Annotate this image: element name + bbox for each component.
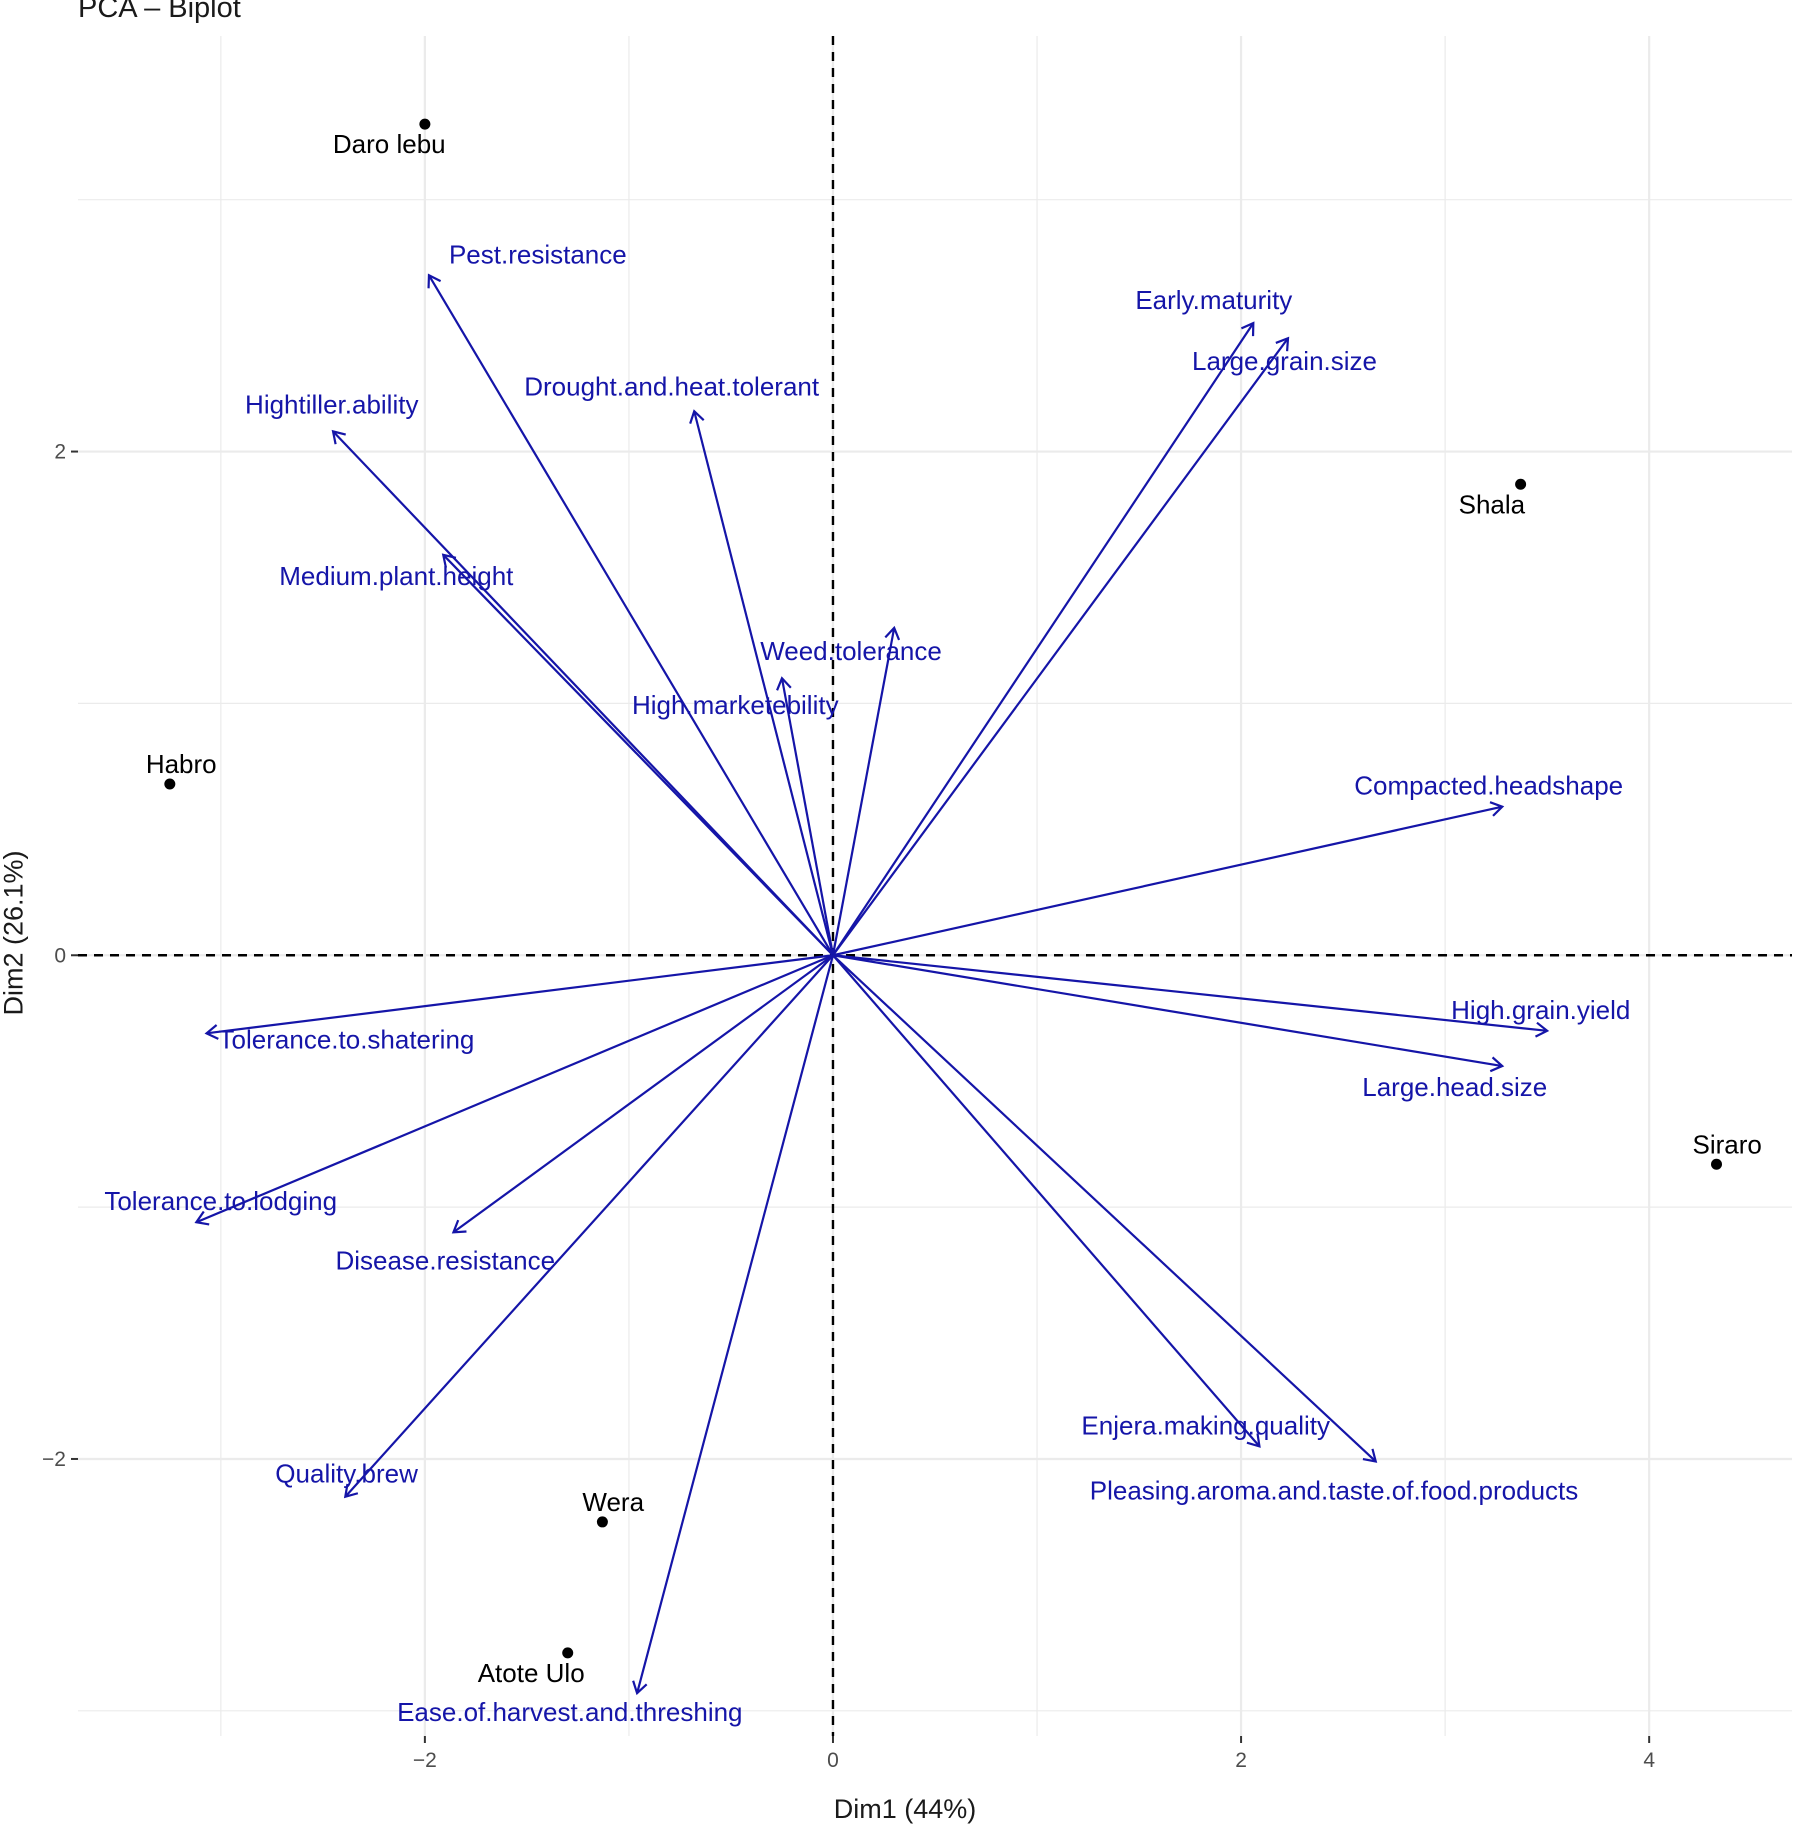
variable-arrow-early-maturity	[832, 321, 1255, 956]
variable-arrow-quality-brew	[343, 954, 834, 1499]
individual-label-shala: Shala	[1459, 489, 1526, 519]
variable-arrow-tolerance-to-lodging	[194, 954, 834, 1226]
variable-arrow-high-grain-yield	[832, 954, 1550, 1038]
variable-arrow-disease-resistance	[451, 954, 834, 1234]
reference-lines	[78, 36, 1792, 1736]
variable-label-enjera-making-quality: Enjera.making.quality	[1081, 1410, 1330, 1440]
variable-label-disease-resistance: Disease.resistance	[335, 1245, 555, 1275]
individual-label-siraro: Siraro	[1693, 1129, 1762, 1159]
individual-point-wera	[596, 1516, 608, 1528]
y-axis-label: Dim2 (26.1%)	[0, 850, 29, 1016]
variable-label-drought-and-heat-tolerant: Drought.and.heat.tolerant	[524, 371, 820, 401]
variable-arrow-high-marketebility	[776, 676, 835, 956]
individual-label-daro-lebu: Daro lebu	[333, 129, 446, 159]
variable-label-pleasing-aroma-and-taste-of-food-products: Pleasing.aroma.and.taste.of.food.product…	[1090, 1475, 1579, 1505]
variable-arrow-enjera-making-quality	[832, 954, 1261, 1448]
variable-label-weed-tolerance: Weed.tolerance	[760, 636, 942, 666]
individual-point-siraro	[1711, 1158, 1723, 1170]
individual-points: Daro lebu Shala Habro Siraro Wera Atote Ulo	[146, 118, 1762, 1688]
variable-label-tolerance-to-shatering: Tolerance.to.shatering	[219, 1024, 475, 1054]
axes: −2 0 2 4 −2 0 2	[42, 441, 1655, 1772]
variable-label-high-marketebility: High.marketebility	[632, 690, 839, 720]
individual-point-daro-lebu	[419, 118, 431, 130]
y-tick-label: 2	[54, 441, 66, 464]
variable-label-ease-of-harvest-and-threshing: Ease.of.harvest.and.threshing	[397, 1697, 742, 1727]
variable-label-high-grain-yield: High.grain.yield	[1451, 995, 1630, 1025]
variable-arrow-ease-of-harvest-and-threshing	[632, 954, 835, 1696]
variable-arrow-drought-and-heat-tolerant	[689, 409, 835, 956]
variable-arrow-large-grain-size	[832, 336, 1290, 956]
variable-label-pest-resistance: Pest.resistance	[449, 239, 627, 269]
individual-point-habro	[164, 778, 176, 790]
variable-label-compacted-headshape: Compacted.headshape	[1354, 771, 1623, 801]
variable-arrow-hightiller-ability	[331, 429, 834, 957]
variable-arrow-medium-plant-height	[441, 553, 834, 957]
variable-label-large-grain-size: Large.grain.size	[1192, 346, 1377, 376]
variable-label-large-head-size: Large.head.size	[1362, 1072, 1547, 1102]
variable-arrow-weed-tolerance	[831, 625, 901, 956]
individual-point-shala	[1515, 478, 1527, 490]
variable-label-tolerance-to-lodging: Tolerance.to.lodging	[104, 1186, 337, 1216]
x-tick-label: 0	[827, 1749, 839, 1772]
y-tick-label: 0	[54, 944, 66, 967]
individual-point-atote-ulo	[562, 1647, 574, 1659]
variable-label-hightiller-ability: Hightiller.ability	[245, 389, 418, 419]
variable-arrow-tolerance-to-shatering	[204, 954, 834, 1040]
individual-label-habro: Habro	[146, 749, 217, 779]
x-axis-label: Dim1 (44%)	[833, 1794, 977, 1824]
variable-arrow-large-head-size	[832, 954, 1505, 1073]
y-tick-label: −2	[42, 1448, 66, 1471]
variable-label-early-maturity: Early.maturity	[1135, 285, 1292, 315]
variable-arrow-compacted-headshape	[832, 801, 1505, 957]
variable-arrow-pest-resistance	[427, 273, 834, 956]
individual-label-atote-ulo: Atote Ulo	[478, 1658, 585, 1688]
x-tick-label: 2	[1235, 1749, 1247, 1772]
individual-label-wera: Wera	[582, 1487, 644, 1517]
chart-title: PCA – Biplot	[78, 0, 241, 24]
x-tick-label: 4	[1643, 1749, 1655, 1772]
variable-label-quality-brew: Quality.brew	[275, 1459, 418, 1489]
variable-label-medium-plant-height: Medium.plant.height	[279, 561, 514, 591]
variable-arrows: Pest.resistance Hightiller.ability Drought…	[104, 239, 1630, 1727]
x-tick-label: −2	[413, 1749, 437, 1772]
variable-arrow-pleasing-aroma-and-taste-of-food-products	[832, 954, 1378, 1463]
